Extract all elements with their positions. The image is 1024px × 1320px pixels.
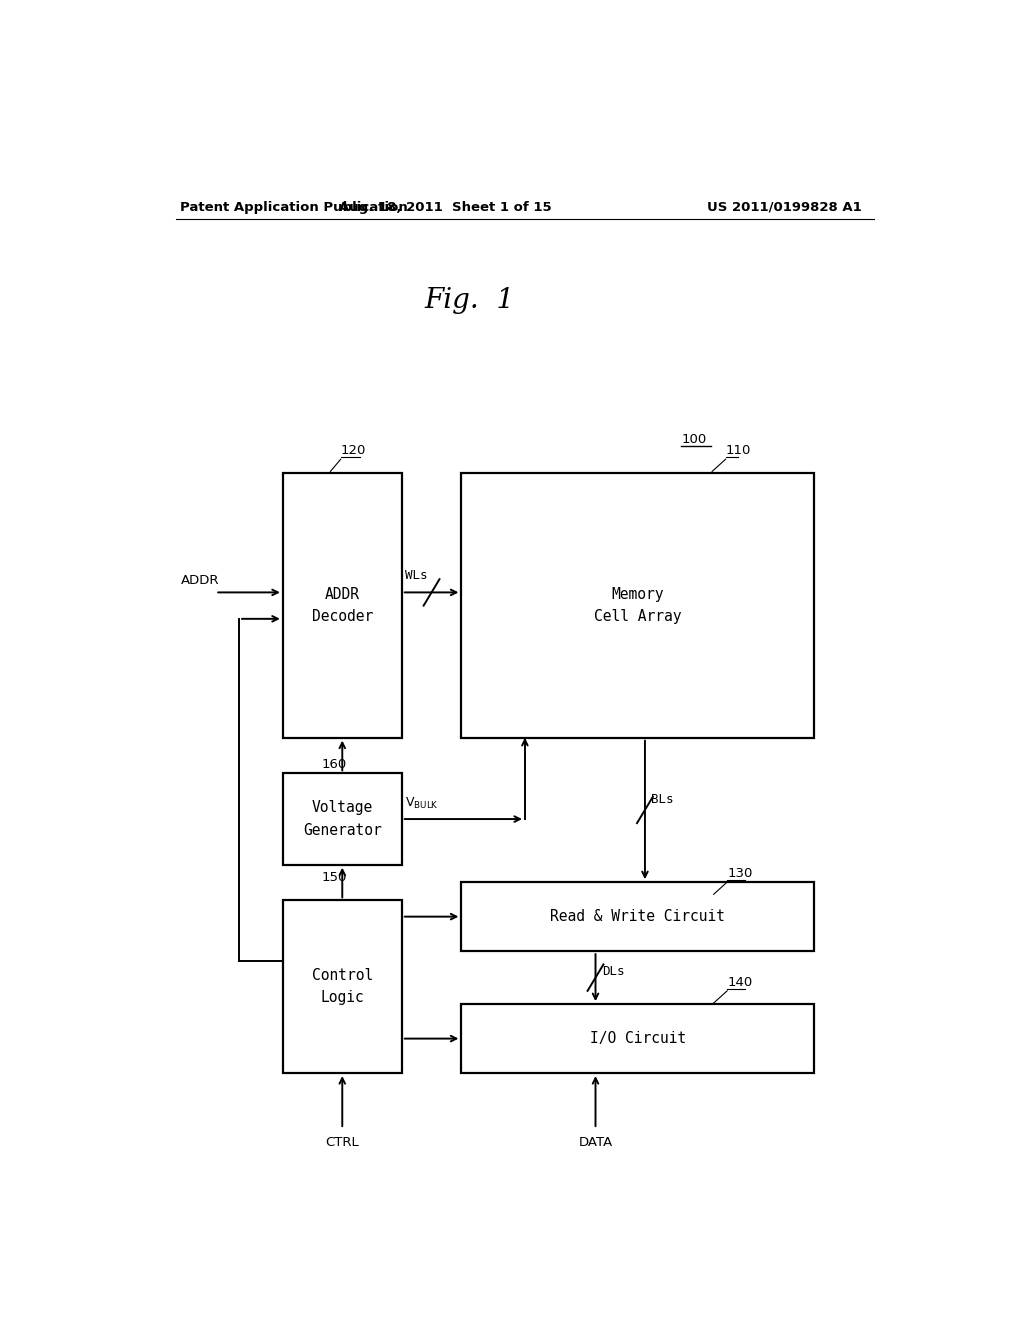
Text: I/O Circuit: I/O Circuit: [590, 1031, 686, 1047]
Text: 160: 160: [322, 758, 347, 771]
Text: Control
Logic: Control Logic: [311, 968, 373, 1006]
Text: 130: 130: [727, 867, 753, 880]
Text: $\mathsf{V_{BULK}}$: $\mathsf{V_{BULK}}$: [404, 796, 439, 810]
Text: 110: 110: [726, 445, 751, 457]
Text: Patent Application Publication: Patent Application Publication: [179, 201, 408, 214]
Bar: [283, 900, 401, 1073]
Bar: [461, 1005, 814, 1073]
Bar: [461, 474, 814, 738]
Text: 120: 120: [341, 445, 366, 457]
Text: US 2011/0199828 A1: US 2011/0199828 A1: [708, 201, 862, 214]
Bar: [461, 882, 814, 952]
Text: 140: 140: [727, 975, 753, 989]
Text: DLs: DLs: [602, 965, 625, 978]
Bar: [283, 774, 401, 865]
Text: Read & Write Circuit: Read & Write Circuit: [550, 909, 725, 924]
Text: DATA: DATA: [579, 1137, 612, 1150]
Text: ADDR: ADDR: [181, 574, 220, 587]
Bar: [283, 474, 401, 738]
Text: CTRL: CTRL: [326, 1137, 359, 1150]
Text: Memory
Cell Array: Memory Cell Array: [594, 587, 682, 624]
Text: Aug. 18, 2011  Sheet 1 of 15: Aug. 18, 2011 Sheet 1 of 15: [339, 201, 552, 214]
Text: Fig.  1: Fig. 1: [424, 288, 514, 314]
Text: 100: 100: [681, 433, 707, 446]
Text: ADDR
Decoder: ADDR Decoder: [311, 587, 373, 624]
Text: BLs: BLs: [651, 793, 674, 807]
Text: Voltage
Generator: Voltage Generator: [303, 800, 382, 838]
Text: 150: 150: [322, 871, 347, 884]
Text: WLs: WLs: [404, 569, 427, 582]
